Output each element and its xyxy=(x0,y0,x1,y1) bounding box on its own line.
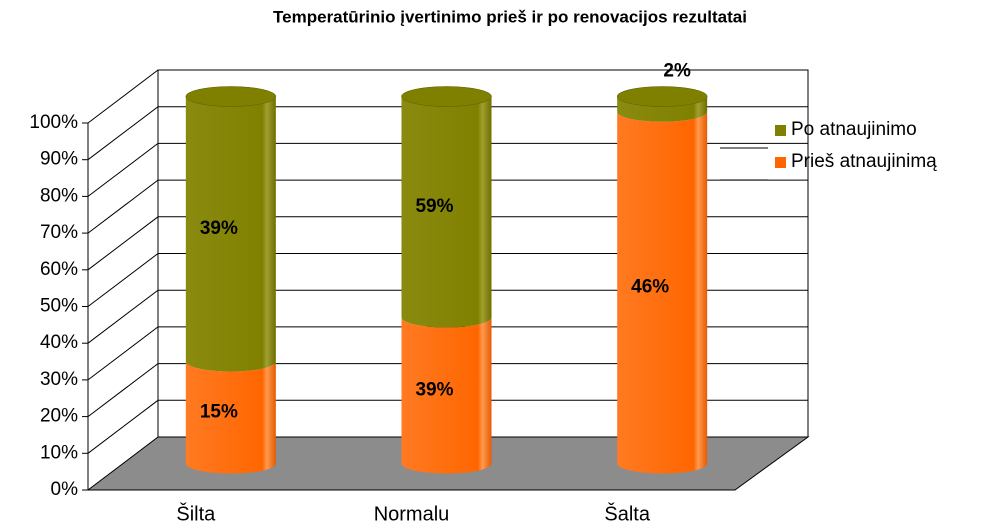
legend-label: Po atnaujinimo xyxy=(791,119,917,140)
y-tick-label: 40% xyxy=(40,332,78,353)
legend-swatch xyxy=(775,125,786,136)
y-tick-label: 80% xyxy=(40,185,78,206)
grid-line xyxy=(87,289,808,344)
cylinder-cap xyxy=(616,86,708,107)
data-label: 59% xyxy=(415,196,453,217)
cylinder-cap xyxy=(401,86,492,107)
y-tick-label: 90% xyxy=(40,149,78,170)
grid-line xyxy=(87,253,808,307)
cylinder-segment xyxy=(401,317,492,474)
y-tick-label: 70% xyxy=(40,222,78,243)
grid-line xyxy=(87,142,808,197)
y-tick-label: 0% xyxy=(51,479,79,500)
grid-line xyxy=(87,216,808,271)
x-tick-label: Šilta xyxy=(176,502,216,525)
cylinder-segment xyxy=(185,361,276,474)
y-tick-label: 10% xyxy=(40,442,78,463)
grid-line xyxy=(87,399,808,454)
cylinder-segment xyxy=(185,96,276,372)
data-label: 15% xyxy=(200,402,238,423)
cylinder-cap xyxy=(185,86,277,107)
grid-line xyxy=(87,326,808,381)
grid-line xyxy=(87,179,808,234)
data-label: 39% xyxy=(200,218,238,239)
grid-line xyxy=(87,69,808,124)
cylinder-segment xyxy=(617,111,708,474)
x-tick-label: Normalu xyxy=(374,503,450,525)
chart-title: Temperatūrinio įvertinimo prieš ir po re… xyxy=(273,7,747,26)
cylinder-segment xyxy=(401,96,492,328)
y-tick-label: 30% xyxy=(40,369,78,390)
y-tick-label: 100% xyxy=(29,112,78,133)
grid-line xyxy=(87,106,808,161)
y-tick-label: 50% xyxy=(40,296,78,317)
data-label: 46% xyxy=(631,277,669,298)
y-tick-label: 20% xyxy=(40,406,78,427)
cylinder-segment xyxy=(617,96,708,122)
y-tick-label: 60% xyxy=(40,259,78,280)
legend-label: Prieš atnaujinimą xyxy=(791,151,937,172)
data-label: 39% xyxy=(415,379,453,400)
legend-swatch xyxy=(775,157,786,168)
data-label: 2% xyxy=(663,61,691,82)
x-tick-label: Šalta xyxy=(604,502,650,525)
grid-line xyxy=(87,363,808,417)
